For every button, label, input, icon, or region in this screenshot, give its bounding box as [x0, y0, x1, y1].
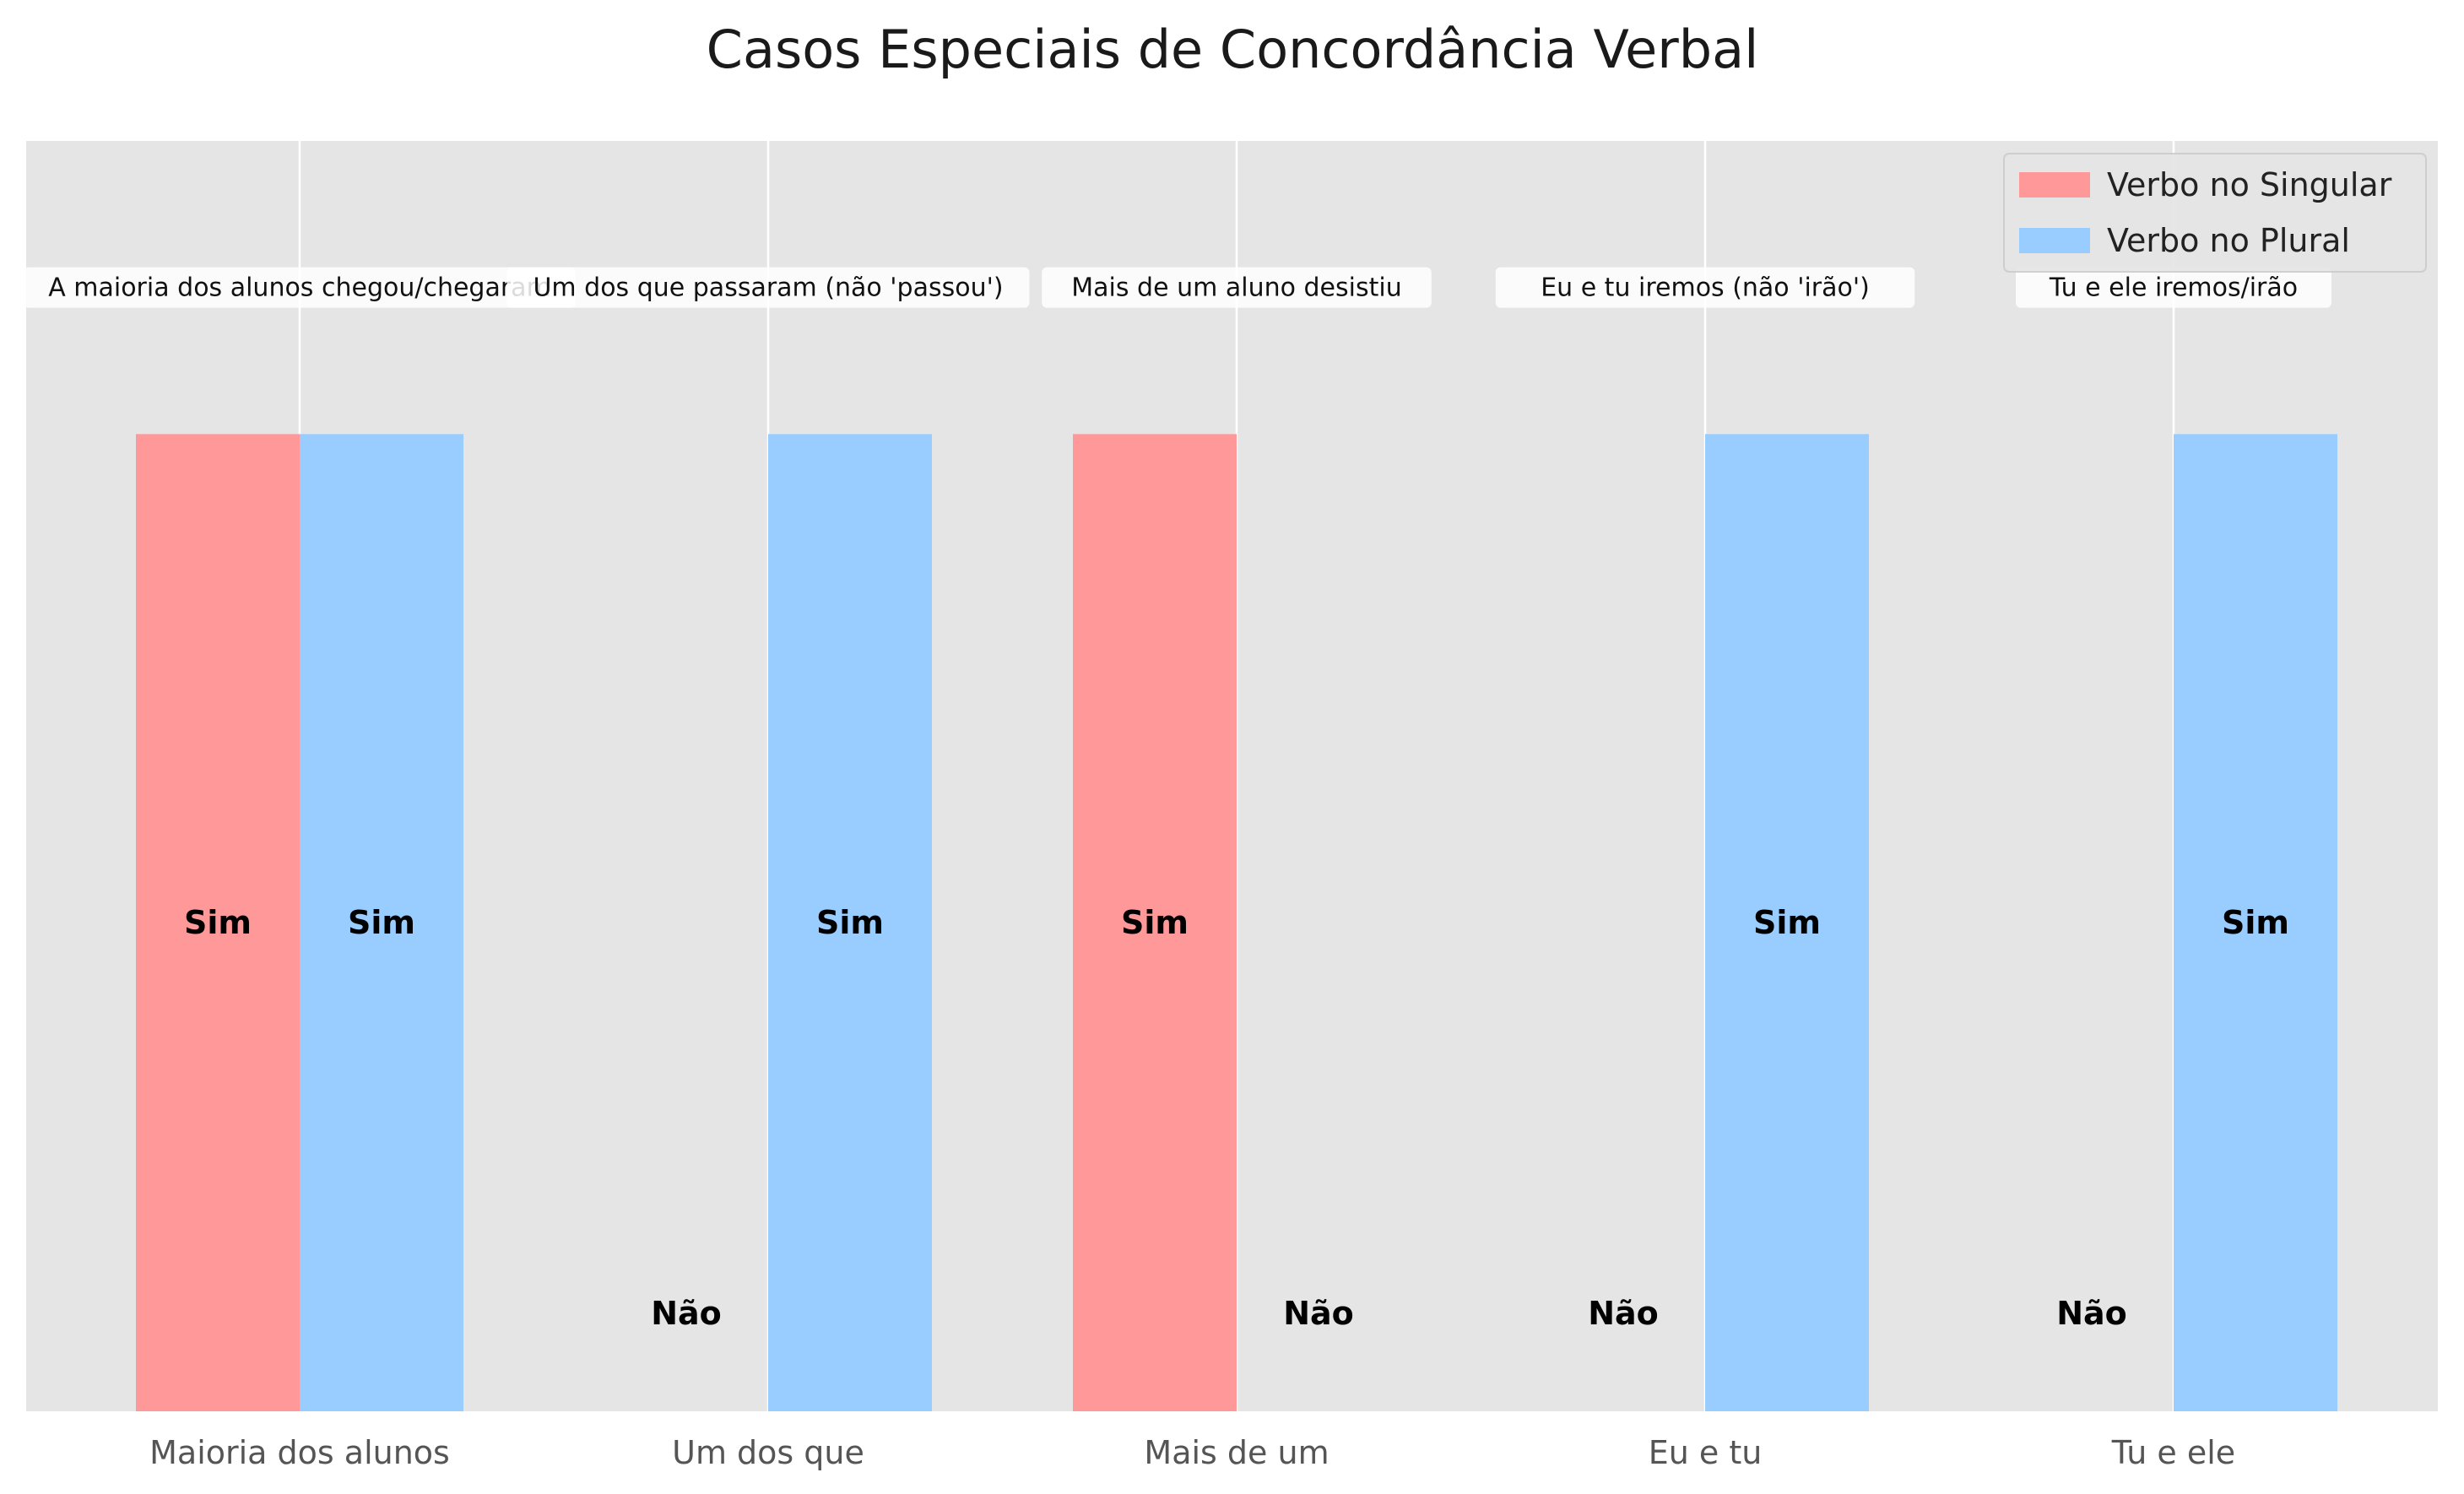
bar-value-label: Não — [2056, 1295, 2127, 1332]
bar-value-label: Sim — [816, 904, 884, 941]
bar-value-label: Não — [1588, 1295, 1659, 1332]
bar — [768, 434, 932, 1412]
annotation-text: Eu e tu iremos (não 'irão') — [1541, 273, 1870, 303]
bar — [1073, 434, 1237, 1412]
legend: Verbo no Singular Verbo no Plural — [2003, 153, 2427, 273]
x-tick-label: Tu e ele — [2111, 1434, 2235, 1471]
annotation-box — [1495, 267, 1915, 308]
x-tick-label: Maioria dos alunos — [149, 1434, 450, 1471]
legend-swatch — [2019, 172, 2090, 198]
bars — [136, 434, 2337, 1412]
legend-box — [2003, 153, 2427, 273]
legend-label: Verbo no Singular — [2107, 166, 2392, 203]
legend-swatch — [2019, 228, 2090, 253]
bar-value-label: Sim — [348, 904, 415, 941]
value-labels: Sim Não Sim Não Não Sim Sim Não Sim Sim — [184, 904, 2289, 1332]
legend-label: Verbo no Plural — [2107, 222, 2350, 259]
annotation-box — [1042, 267, 1432, 308]
annotation-text: Tu e ele iremos/irão — [2049, 273, 2298, 303]
chart-title: Casos Especiais de Concordância Verbal — [707, 19, 1759, 80]
annotation-text: Mais de um aluno desistiu — [1071, 273, 1401, 303]
x-tick-label: Eu e tu — [1649, 1434, 1763, 1471]
x-tick-label: Um dos que — [672, 1434, 864, 1471]
bar — [2174, 434, 2337, 1412]
annotation-box — [2016, 267, 2331, 308]
annotation-box — [506, 267, 1030, 308]
bar-value-label: Não — [1283, 1295, 1354, 1332]
bar-value-label: Sim — [2222, 904, 2289, 941]
x-tick-labels: Maioria dos alunos Um dos que Mais de um Eu… — [149, 1434, 2235, 1471]
x-tick-label: Mais de um — [1144, 1434, 1329, 1471]
bar — [300, 434, 463, 1412]
annotation-text: Um dos que passaram (não 'passou') — [533, 273, 1003, 303]
bar — [136, 434, 300, 1412]
bar-value-label: Sim — [1121, 904, 1189, 941]
bar-value-label: Sim — [184, 904, 252, 941]
bar — [1705, 434, 1869, 1412]
bar-value-label: Não — [651, 1295, 722, 1332]
bar-value-label: Sim — [1753, 904, 1821, 941]
annotation-box — [24, 267, 576, 308]
annotation-text: A maioria dos alunos chegou/chegaram — [48, 273, 551, 303]
